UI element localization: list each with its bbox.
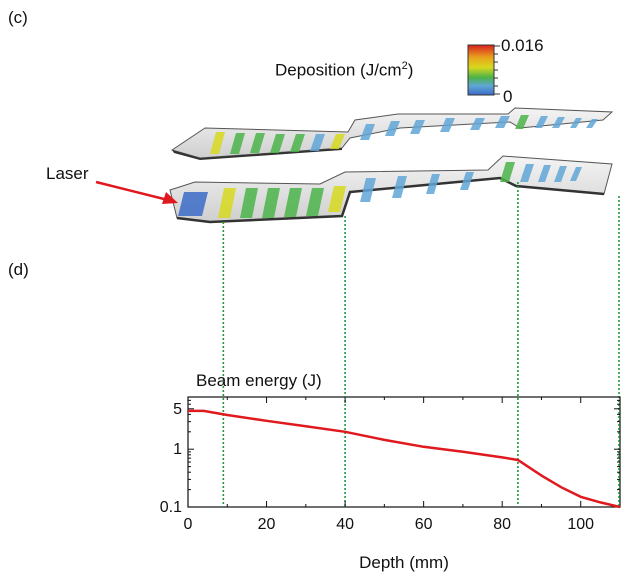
y-tick-label: 0.1: [160, 499, 182, 516]
x-tick-label: 80: [493, 516, 511, 533]
x-tick-label: 40: [336, 516, 354, 533]
deposition-stripe: [515, 115, 529, 129]
deposition-stripe: [470, 118, 485, 130]
deposition-stripe: [360, 178, 376, 202]
guide-lines: [222, 182, 620, 507]
x-axis-ticks: 0 20 40 60 80 100: [184, 397, 594, 533]
deposition-stripe: [586, 119, 598, 128]
y-tick-label: 5: [173, 401, 182, 418]
x-tick-label: 20: [258, 516, 276, 533]
deposition-stripe: [218, 188, 236, 218]
lower-deposition-sheet: [169, 155, 613, 224]
deposition-stripe: [262, 188, 280, 218]
deposition-stripe: [306, 188, 324, 216]
panel-c-label: (c): [8, 8, 28, 27]
deposition-stripe: [570, 167, 582, 181]
deposition-stripe: [460, 172, 474, 190]
deposition-stripe: [552, 117, 565, 128]
deposition-stripe: [310, 134, 325, 151]
deposition-stripe: [410, 120, 425, 134]
deposition-stripe: [426, 174, 440, 194]
deposition-stripe: [535, 116, 548, 128]
deposition-stripe: [570, 118, 582, 128]
beam-energy-line: [188, 409, 621, 509]
y-tick-label: 1: [173, 441, 182, 458]
x-axis-label: Depth (mm): [359, 553, 449, 572]
colorbar-max-label: 0.016: [501, 36, 544, 55]
deposition-stripe: [495, 116, 510, 128]
deposition-stripe: [328, 186, 346, 212]
panel-d-label: (d): [8, 260, 29, 279]
colorbar: [467, 44, 495, 96]
deposition-stripe: [290, 134, 305, 152]
deposition-stripe: [520, 164, 534, 182]
deposition-stripe: [284, 188, 302, 217]
colorbar-ticks: [494, 45, 500, 95]
chart-title: Beam energy (J): [196, 371, 322, 390]
deposition-stripe: [178, 192, 208, 216]
x-tick-label: 100: [567, 516, 594, 533]
laser-label: Laser: [46, 164, 89, 183]
deposition-stripe: [250, 133, 265, 153]
laser-arrow: [95, 180, 178, 204]
colorbar-title-sup: 2: [401, 60, 408, 72]
chart-frame: [187, 396, 621, 508]
deposition-stripe: [385, 121, 400, 136]
deposition-stripe: [440, 118, 455, 132]
x-tick-label: 0: [184, 516, 193, 533]
deposition-stripe: [360, 124, 375, 140]
deposition-stripe: [210, 132, 225, 154]
x-tick-label: 60: [415, 516, 433, 533]
colorbar-min-label: 0: [503, 87, 513, 106]
deposition-stripe: [330, 134, 345, 149]
deposition-stripe: [538, 165, 551, 182]
lower-stripes: [178, 162, 582, 218]
deposition-stripe: [500, 162, 515, 182]
upper-stripes: [210, 115, 598, 154]
deposition-stripe: [230, 133, 245, 154]
deposition-stripe: [270, 134, 285, 153]
deposition-stripe: [554, 166, 567, 182]
colorbar-title-main: Deposition (J/cm: [275, 60, 402, 80]
deposition-stripe: [240, 188, 258, 218]
colorbar-title-end: ): [407, 60, 414, 80]
colorbar-title: Deposition (J/cm2): [275, 60, 413, 81]
deposition-stripe: [392, 176, 407, 198]
